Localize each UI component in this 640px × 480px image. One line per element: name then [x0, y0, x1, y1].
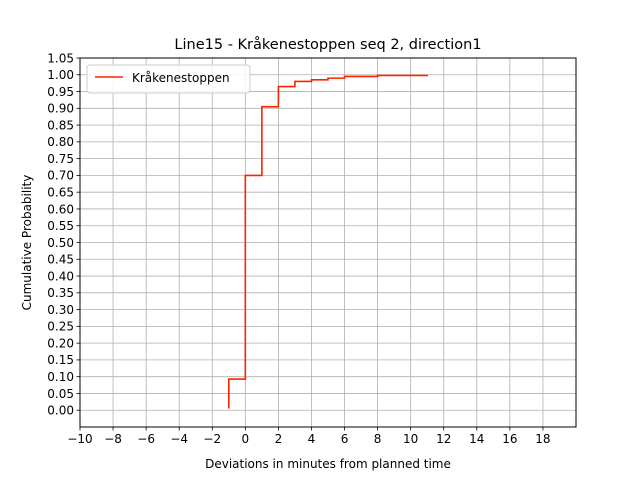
y-axis: 0.00 0.05 0.10 0.15 0.20 0.25 0.30 0.35 0.40 0.45… — [47, 51, 80, 418]
x-tick-label: −10 — [67, 432, 92, 446]
x-tick-label: 2 — [275, 432, 283, 446]
y-tick-label: 0.35 — [47, 286, 74, 300]
x-tick-label: −6 — [137, 432, 155, 446]
y-tick-label: 0.70 — [47, 169, 74, 183]
series-layer — [228, 74, 428, 409]
y-axis-label: Cumulative Probability — [20, 175, 34, 311]
x-tick-label: −8 — [104, 432, 122, 446]
y-tick-label: 0.85 — [47, 118, 74, 132]
x-tick-label: −2 — [203, 432, 221, 446]
y-tick-label: 0.75 — [47, 152, 74, 166]
y-tick-label: 1.00 — [47, 68, 74, 82]
legend-label: Kråkenestoppen — [132, 71, 230, 85]
x-tick-label: 10 — [403, 432, 418, 446]
y-tick-label: 0.15 — [47, 353, 74, 367]
chart-title: Line15 - Kråkenestoppen seq 2, direction… — [174, 36, 481, 53]
legend-box — [86, 64, 251, 94]
x-tick-label: 12 — [436, 432, 451, 446]
x-tick-label: 18 — [535, 432, 550, 446]
y-tick-label: 0.00 — [47, 404, 74, 418]
series-line — [228, 74, 428, 409]
y-tick-label: 0.20 — [47, 336, 74, 350]
x-axis-label: Deviations in minutes from planned time — [205, 457, 451, 471]
x-tick-label: −4 — [170, 432, 188, 446]
y-tick-label: 0.65 — [47, 185, 74, 199]
y-tick-label: 0.80 — [47, 135, 74, 149]
y-tick-label: 1.05 — [47, 51, 74, 65]
y-tick-label: 0.90 — [47, 102, 74, 116]
y-tick-label: 0.50 — [47, 236, 74, 250]
y-tick-label: 0.55 — [47, 219, 74, 233]
x-tick-label: 14 — [469, 432, 484, 446]
y-tick-label: 0.60 — [47, 202, 74, 216]
y-tick-label: 0.10 — [47, 370, 74, 384]
x-tick-label: 8 — [374, 432, 382, 446]
y-tick-label: 0.40 — [47, 269, 74, 283]
y-tick-label: 0.05 — [47, 387, 74, 401]
y-tick-label: 0.95 — [47, 85, 74, 99]
y-tick-label: 0.25 — [47, 320, 74, 334]
y-tick-label: 0.45 — [47, 253, 74, 267]
x-tick-label: 16 — [502, 432, 517, 446]
x-axis: −10 −8 −6 −4 −2 0 2 4 6 8 10 12 14 16 18 — [67, 427, 551, 446]
y-tick-label: 0.30 — [47, 303, 74, 317]
x-tick-label: 0 — [242, 432, 250, 446]
grid — [79, 57, 576, 427]
legend: Kråkenestoppen — [86, 64, 251, 94]
x-tick-label: 4 — [308, 432, 316, 446]
x-tick-label: 6 — [341, 432, 349, 446]
